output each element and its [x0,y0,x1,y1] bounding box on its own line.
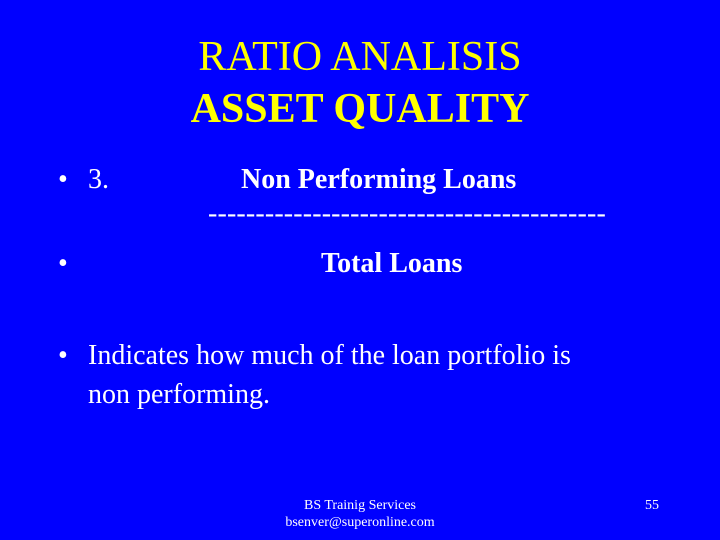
bullet-icon: • [58,340,68,371]
numerator-text: Non Performing Loans [241,164,517,195]
footer-company: BS Trainig Services [303,498,416,513]
footer-email: bsenver@superonline.com [285,515,435,530]
description-line-2: non performing. [88,379,270,410]
bullet-icon: • [58,248,68,279]
item-number: 3. [88,164,109,195]
denominator-text: Total Loans [321,248,463,279]
fraction-divider: ----------------------------------------… [208,198,606,229]
slide-subtitle: ASSET QUALITY [190,86,530,132]
bullet-icon: • [58,164,68,195]
description-line-1: Indicates how much of the loan portfolio… [88,340,571,371]
page-number: 55 [645,498,659,513]
slide-title: RATIO ANALISIS [198,34,522,80]
